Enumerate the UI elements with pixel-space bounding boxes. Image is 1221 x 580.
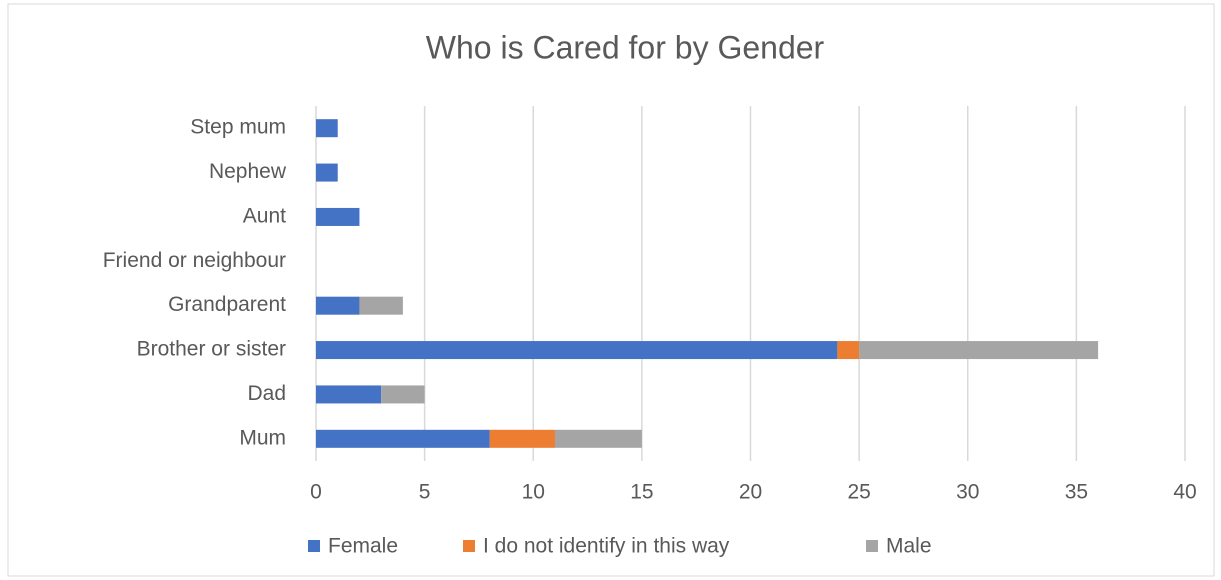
chart-frame <box>7 3 1215 577</box>
x-tick-label: 0 <box>310 481 322 504</box>
legend-swatch <box>463 540 475 552</box>
y-tick-label: Nephew <box>209 160 287 183</box>
bar <box>316 207 360 226</box>
x-tick-label: 25 <box>847 481 870 504</box>
bar <box>554 429 642 448</box>
bar <box>489 429 555 448</box>
bar <box>316 429 490 448</box>
bar <box>316 296 360 315</box>
legend-label: Male <box>886 535 932 558</box>
x-tick-label: 5 <box>419 481 431 504</box>
x-tick-label: 20 <box>739 481 762 504</box>
y-tick-label: Friend or neighbour <box>103 249 286 272</box>
bar <box>316 119 338 138</box>
x-tick-label: 40 <box>1173 481 1196 504</box>
x-tick-label: 30 <box>956 481 979 504</box>
bar <box>359 296 403 315</box>
legend-label: Female <box>328 535 398 558</box>
bar <box>381 385 425 404</box>
bar <box>859 341 1099 360</box>
bar <box>316 341 838 360</box>
legend-swatch <box>866 540 878 552</box>
bar <box>316 385 382 404</box>
chart-title: Who is Cared for by Gender <box>426 29 825 65</box>
y-tick-label: Brother or sister <box>137 338 286 361</box>
x-tick-label: 35 <box>1065 481 1088 504</box>
y-tick-label: Grandparent <box>168 293 286 316</box>
bar <box>316 163 338 182</box>
x-tick-label: 10 <box>522 481 545 504</box>
y-tick-label: Mum <box>239 426 286 449</box>
y-tick-label: Step mum <box>190 116 286 139</box>
legend-label: I do not identify in this way <box>483 535 730 558</box>
y-tick-label: Aunt <box>243 204 286 227</box>
x-tick-label: 15 <box>630 481 653 504</box>
y-tick-label: Dad <box>247 382 286 405</box>
bar <box>837 341 860 360</box>
legend-swatch <box>308 540 320 552</box>
